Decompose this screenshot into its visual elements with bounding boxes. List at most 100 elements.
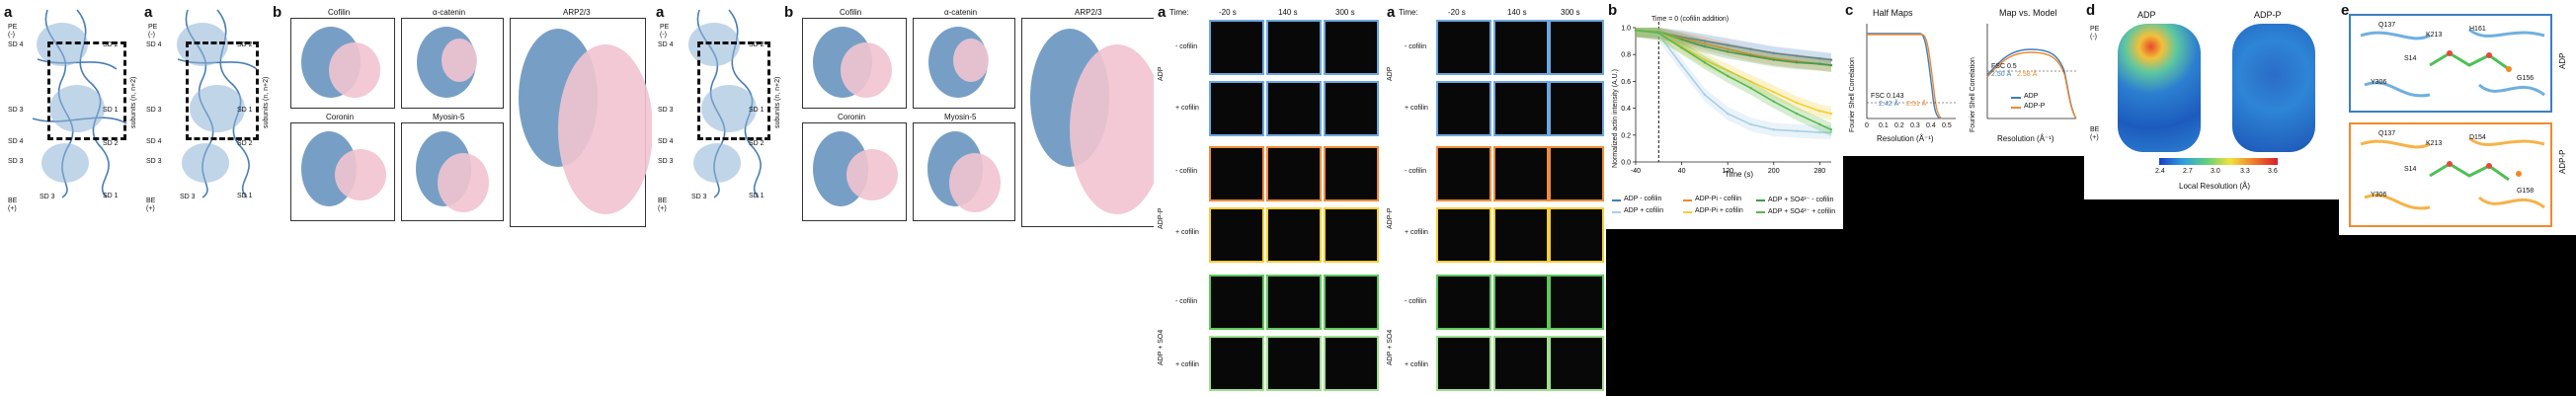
data-point bbox=[1818, 130, 1821, 134]
legend-swatch bbox=[1683, 199, 1692, 201]
data-point bbox=[1680, 46, 1683, 49]
x-tick: 0.2 bbox=[1894, 122, 1904, 129]
sd-label: SD 3 bbox=[146, 107, 162, 114]
residue-label: D154 bbox=[2469, 134, 2486, 141]
x-tick-label: -40 bbox=[1631, 168, 1641, 175]
row-label: - cofilin bbox=[1175, 43, 1198, 50]
y-tick-label: 0.0 bbox=[1621, 160, 1631, 167]
legend-swatch bbox=[1612, 199, 1621, 201]
micrograph-tile bbox=[1266, 146, 1322, 201]
x-axis-label: Time (s) bbox=[1725, 170, 1754, 179]
data-point bbox=[1703, 58, 1707, 61]
partner-box-cofilin bbox=[290, 18, 395, 109]
micrograph-tile bbox=[1324, 81, 1379, 136]
data-point bbox=[1726, 112, 1730, 116]
partner-title: ARP2/3 bbox=[563, 8, 591, 17]
micrograph-tile bbox=[1493, 20, 1549, 75]
residue-label: K213 bbox=[2426, 32, 2443, 39]
legend-swatch bbox=[1612, 211, 1621, 213]
sd-label: SD 3 bbox=[146, 158, 162, 165]
legend-swatch bbox=[1756, 199, 1765, 201]
data-point bbox=[1634, 29, 1638, 32]
micrograph-tile bbox=[1436, 336, 1491, 391]
pe-sign: (-) bbox=[148, 32, 155, 39]
group-label: ADP bbox=[1387, 66, 1394, 81]
group-label: ADP + SO4 bbox=[1158, 329, 1165, 365]
data-point bbox=[1726, 47, 1730, 50]
data-point bbox=[1829, 112, 1833, 116]
data-point bbox=[1829, 128, 1833, 131]
time-header: -20 s bbox=[1219, 8, 1237, 17]
micrograph-tile bbox=[1209, 275, 1264, 330]
density-map-adp-p bbox=[2232, 24, 2315, 152]
partner-title: Cofilin bbox=[840, 8, 862, 17]
partner-box-coronin bbox=[802, 122, 907, 221]
series-band bbox=[1636, 28, 1831, 137]
data-point bbox=[1703, 93, 1707, 97]
colorbar-tick: 2.7 bbox=[2183, 168, 2193, 175]
panel-label: b bbox=[784, 4, 794, 21]
sd-label: SD 1 bbox=[103, 107, 119, 114]
selection-box bbox=[697, 41, 770, 140]
legend-swatch bbox=[2011, 107, 2021, 109]
data-point bbox=[1726, 43, 1730, 46]
micrograph-tile bbox=[1209, 336, 1264, 391]
resolution-value: 2.42 Å bbox=[1879, 101, 1899, 108]
density-map-adp bbox=[2118, 24, 2201, 152]
panel-label: c bbox=[1845, 2, 1854, 19]
micrograph-tile bbox=[1549, 336, 1604, 391]
data-point bbox=[1818, 62, 1821, 65]
figure-panel-intensity-chart: b 0.0 0.2 0.4 0.6 0.8 1.0 -40 40 120 200 280 Time … bbox=[1606, 0, 1843, 229]
sd-label: SD 4 bbox=[146, 41, 162, 48]
side-label: subunits (n, n+2) bbox=[263, 76, 270, 128]
time-header: 140 s bbox=[1278, 8, 1298, 17]
x-axis-label: Resolution (Å⁻¹) bbox=[1877, 134, 1934, 143]
sd-label: SD 1 bbox=[749, 107, 765, 114]
data-point bbox=[1795, 129, 1799, 132]
partner-title: Coronin bbox=[838, 113, 866, 121]
micrograph-tile bbox=[1324, 146, 1379, 201]
panel-label: b bbox=[273, 4, 282, 21]
data-point bbox=[1703, 61, 1707, 64]
micrograph-tile bbox=[1266, 20, 1322, 75]
figure-panel-fsc: c Half Maps Map vs. Model FSC 0.143 2.42… bbox=[1843, 0, 2084, 156]
be-label: BE bbox=[8, 198, 18, 204]
panel-label: a bbox=[1387, 4, 1396, 21]
sd-label: SD 4 bbox=[658, 41, 674, 48]
sd-label: SD 2 bbox=[749, 140, 765, 147]
partner-title: α-catenin bbox=[944, 8, 978, 17]
sd-label: SD 2 bbox=[749, 41, 765, 48]
sd-label: SD 3 bbox=[8, 107, 24, 114]
residue-label: G158 bbox=[2517, 188, 2535, 195]
micrograph-tile bbox=[1549, 20, 1604, 75]
legend-entry: ADP-P bbox=[2024, 103, 2046, 110]
partner-title: Coronin bbox=[326, 113, 355, 121]
sd-label: SD 2 bbox=[237, 140, 253, 147]
line-chart: 0.0 0.2 0.4 0.6 0.8 1.0 -40 40 120 200 280 bbox=[1621, 22, 1833, 175]
partner-title: ARP2/3 bbox=[1075, 8, 1102, 17]
data-point bbox=[1726, 69, 1730, 72]
data-point bbox=[1795, 54, 1799, 57]
half-maps-title: Half Maps bbox=[1873, 8, 1913, 18]
fsc-map-vs-model-plot bbox=[1986, 24, 2077, 119]
row-label: ADP-P bbox=[2558, 149, 2567, 174]
data-point bbox=[1657, 32, 1660, 35]
figure-panel-binding-partners-1: b Cofilin α-catenin ARP2/3 Coronin Myosi… bbox=[271, 0, 652, 396]
series-line bbox=[1635, 29, 1832, 131]
data-point bbox=[1772, 91, 1775, 94]
row-label: + cofilin bbox=[1405, 105, 1428, 112]
figure-panel-structure-1: a PE (-) SD 4 SD 2 SD 3 SD 1 SD 4 SD 2 S… bbox=[0, 0, 140, 396]
x-axis-label: Resolution (Å⁻¹) bbox=[1997, 134, 2054, 143]
map-vs-model-title: Map vs. Model bbox=[1999, 8, 2057, 18]
selection-box bbox=[186, 41, 259, 140]
data-point bbox=[1726, 50, 1730, 53]
micrograph-tile bbox=[1324, 275, 1379, 330]
x-tick: 0 bbox=[1865, 122, 1869, 129]
data-point bbox=[1749, 87, 1752, 90]
micrograph-tile bbox=[1436, 20, 1491, 75]
sd-label: SD 3 bbox=[658, 107, 674, 114]
row-label: + cofilin bbox=[1405, 361, 1428, 368]
residue-label: Q137 bbox=[2378, 130, 2396, 137]
row-label: - cofilin bbox=[1405, 298, 1427, 305]
y-tick-label: 0.2 bbox=[1621, 132, 1631, 139]
